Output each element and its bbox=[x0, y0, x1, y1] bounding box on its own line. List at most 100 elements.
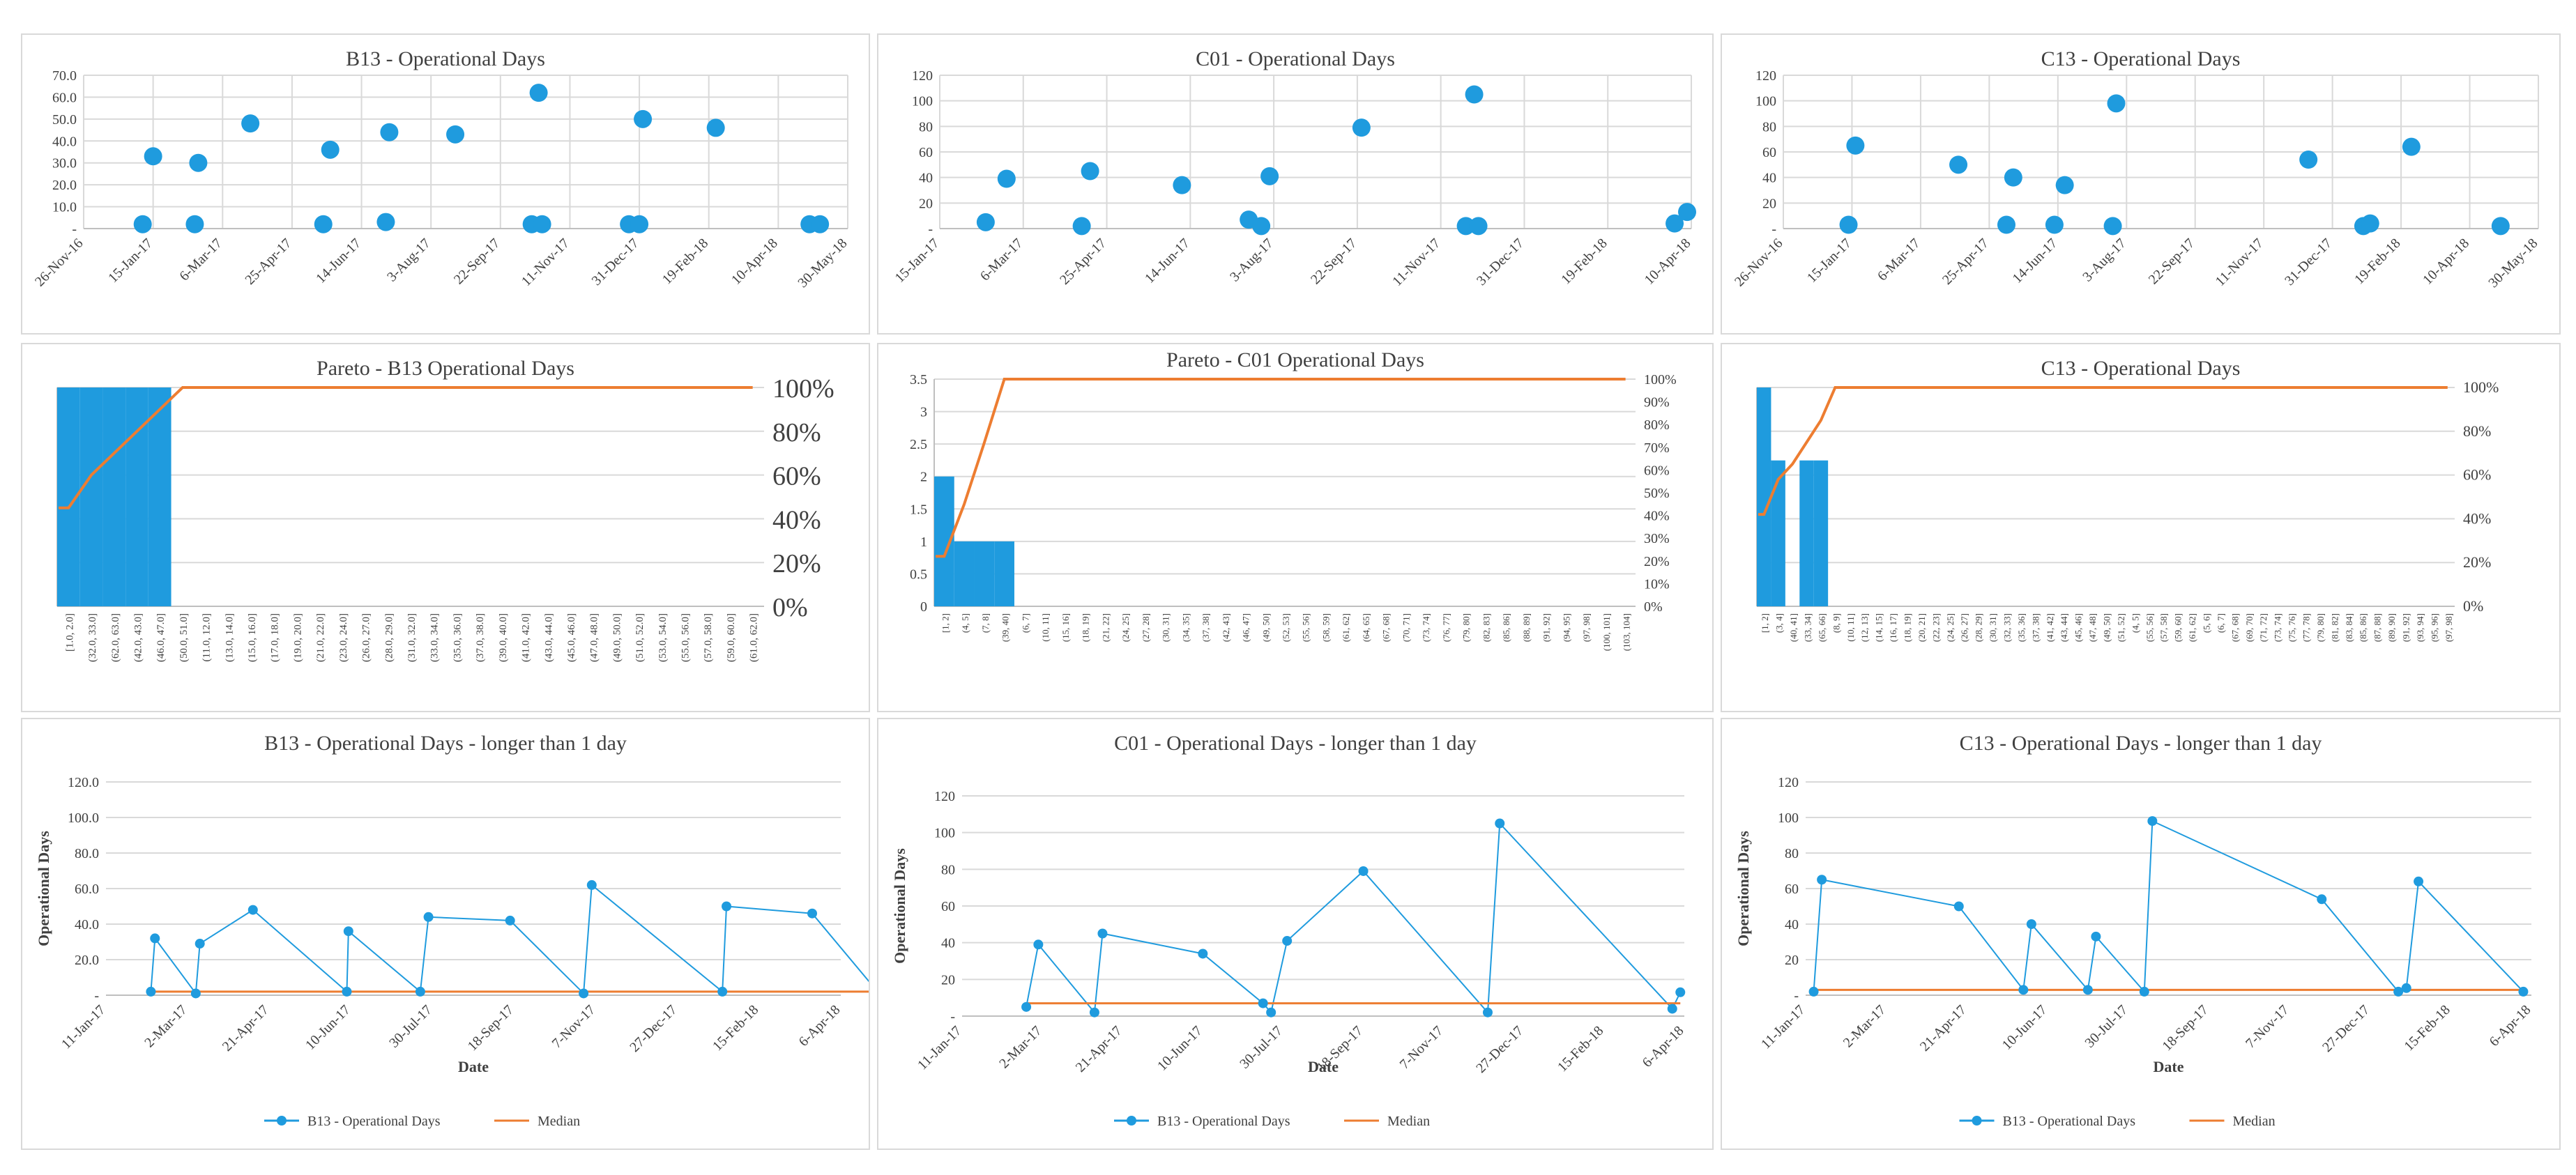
series-point bbox=[1258, 998, 1268, 1008]
legend-swatch-marker bbox=[277, 1116, 287, 1126]
panel-b13-pareto: Pareto - B13 Operational Days [1.0, 2.0] (… bbox=[21, 343, 870, 712]
series-point bbox=[2018, 985, 2029, 995]
x-tick-label: (49.0, 50.0] bbox=[611, 613, 623, 662]
series-point bbox=[2091, 931, 2101, 942]
series-point bbox=[722, 901, 732, 912]
scatter-point bbox=[1081, 162, 1099, 181]
x-tick-label: (77, 78] bbox=[2301, 613, 2312, 642]
x-tick-label: 19-Feb-18 bbox=[2352, 236, 2403, 287]
x-tick-label: [1, 2] bbox=[1760, 613, 1770, 633]
x-tick-label: (70, 71] bbox=[1401, 613, 1411, 642]
y-axis-title: Operational Days bbox=[35, 831, 52, 946]
x-tick-label: 7-Nov-17 bbox=[1397, 1023, 1447, 1073]
x-tick-label: (47.0, 48.0] bbox=[589, 613, 600, 662]
series-point bbox=[190, 988, 201, 999]
series-point bbox=[807, 908, 818, 919]
x-tick-label: (40, 41] bbox=[1788, 613, 1799, 642]
y-tick-label: 20.0 bbox=[52, 178, 77, 193]
y-tick-label: 40 bbox=[919, 171, 933, 186]
x-tick-label: 7-Nov-17 bbox=[549, 1002, 599, 1052]
series-point bbox=[2139, 986, 2149, 997]
x-tick-label: (87, 88] bbox=[2372, 613, 2383, 642]
y-tick-label: 60.0 bbox=[52, 90, 77, 105]
scatter-point bbox=[1456, 217, 1475, 236]
x-tick-label: (22, 23] bbox=[1930, 613, 1941, 642]
x-tick-label: (45, 46] bbox=[2073, 613, 2084, 642]
x-tick-label: 31-Dec-17 bbox=[1474, 236, 1527, 289]
x-tick-label: (7, 8] bbox=[980, 613, 991, 633]
series-point bbox=[1817, 875, 1827, 885]
y-axis-title: Operational Days bbox=[891, 848, 908, 964]
x-tick-label: (26.0, 27.0] bbox=[361, 613, 372, 662]
y-tick-label: 60.0 bbox=[75, 882, 99, 897]
x-tick-label: (27, 28] bbox=[1141, 613, 1151, 642]
x-tick-label: (24, 25] bbox=[1120, 613, 1131, 642]
x-axis-title: Date bbox=[2154, 1058, 2184, 1075]
x-tick-label: (103, 104] bbox=[1622, 613, 1632, 651]
x-tick-label: 30-Jul-17 bbox=[386, 1002, 435, 1051]
x-tick-label: 10-Jun-17 bbox=[303, 1002, 353, 1053]
x-tick-label: (35.0, 36.0] bbox=[452, 613, 463, 662]
series-point bbox=[1033, 939, 1044, 950]
y-tick-label: 70.0 bbox=[52, 68, 77, 84]
chart-title: C13 - Operational Days bbox=[2041, 47, 2241, 70]
y2-tick-label: 100% bbox=[2463, 378, 2499, 396]
x-tick-label: (34, 35] bbox=[1180, 613, 1191, 642]
x-tick-label: (41.0, 42.0] bbox=[521, 613, 532, 662]
x-tick-label: (61.0, 62.0] bbox=[749, 613, 760, 662]
x-tick-label: (55, 56] bbox=[2144, 613, 2155, 642]
y2-tick-label: 80% bbox=[1644, 417, 1670, 433]
x-tick-label: 14-Jun-17 bbox=[2009, 236, 2060, 286]
y-tick-label: 40 bbox=[1762, 171, 1776, 186]
scatter-point bbox=[2402, 137, 2421, 156]
x-tick-label: 15-Feb-18 bbox=[1555, 1023, 1606, 1075]
x-tick-label: (39.0, 40.0] bbox=[498, 613, 509, 662]
x-tick-label: (30, 31] bbox=[1161, 613, 1171, 642]
histogram-bar bbox=[954, 541, 975, 606]
series-point bbox=[343, 926, 353, 937]
x-tick-label: 15-Jan-17 bbox=[105, 236, 155, 286]
series-point bbox=[2026, 919, 2036, 929]
series-point bbox=[2414, 876, 2424, 886]
series-point bbox=[1198, 949, 1208, 959]
x-tick-label: (42, 43] bbox=[1221, 613, 1231, 642]
x-tick-label: (47, 48] bbox=[2087, 613, 2098, 642]
chart-title: C13 - Operational Days bbox=[2041, 357, 2241, 380]
x-tick-label: (94, 95] bbox=[1561, 613, 1571, 642]
x-tick-label: (55.0, 56.0] bbox=[680, 613, 692, 662]
x-tick-label: (52, 53] bbox=[1281, 613, 1291, 642]
scatter-point bbox=[634, 109, 653, 128]
x-tick-label: (28.0, 29.0] bbox=[383, 613, 395, 662]
x-tick-label: (50.0, 51.0] bbox=[178, 613, 190, 662]
legend-label-median: Median bbox=[2233, 1114, 2276, 1129]
x-tick-label: (93, 94] bbox=[2415, 613, 2425, 642]
series-point bbox=[1021, 1001, 1032, 1012]
x-tick-label: (20, 21] bbox=[1916, 613, 1927, 642]
panel-b13-scatter: B13 - Operational Days - 10.0 20.0 30.0 40.0 5… bbox=[21, 33, 870, 335]
y2-tick-label: 100% bbox=[1644, 372, 1677, 387]
scatter-point bbox=[1173, 176, 1191, 194]
scatter-point bbox=[1666, 214, 1684, 233]
panel-c01-scatter: C01 - Operational Days - 20 40 60 80 100 120 15-… bbox=[877, 33, 1714, 335]
scatter-point bbox=[2103, 217, 2122, 236]
panel-c13-line: C13 - Operational Days - longer than 1 d… bbox=[1721, 718, 2561, 1150]
x-tick-label: (10, 11] bbox=[1845, 613, 1856, 642]
x-tick-label: 27-Dec-17 bbox=[1473, 1023, 1526, 1076]
y2-tick-label: 0% bbox=[772, 593, 808, 622]
y-tick-label: - bbox=[928, 222, 933, 237]
x-tick-label: (19.0, 20.0] bbox=[292, 613, 303, 662]
chart-c13-pareto: C13 - Operational Days [1, 2] (3, 4] (40, 4… bbox=[1756, 357, 2499, 642]
x-tick-label: 19-Feb-18 bbox=[660, 236, 711, 287]
series-point bbox=[579, 988, 589, 999]
x-tick-label: 2-Mar-17 bbox=[142, 1002, 190, 1050]
x-tick-label: (6, 7] bbox=[1020, 613, 1030, 633]
x-tick-label: 22-Sep-17 bbox=[1308, 236, 1359, 287]
y2-tick-label: 0% bbox=[2463, 597, 2483, 615]
scatter-point bbox=[2004, 168, 2022, 187]
y2-tick-label: 40% bbox=[2463, 509, 2491, 527]
series-point bbox=[2317, 894, 2327, 905]
y-tick-label: 120 bbox=[934, 789, 955, 804]
x-tick-label: (21.0, 22.0] bbox=[315, 613, 326, 662]
y-tick-label: 10.0 bbox=[52, 200, 77, 215]
scatter-point bbox=[189, 153, 208, 172]
